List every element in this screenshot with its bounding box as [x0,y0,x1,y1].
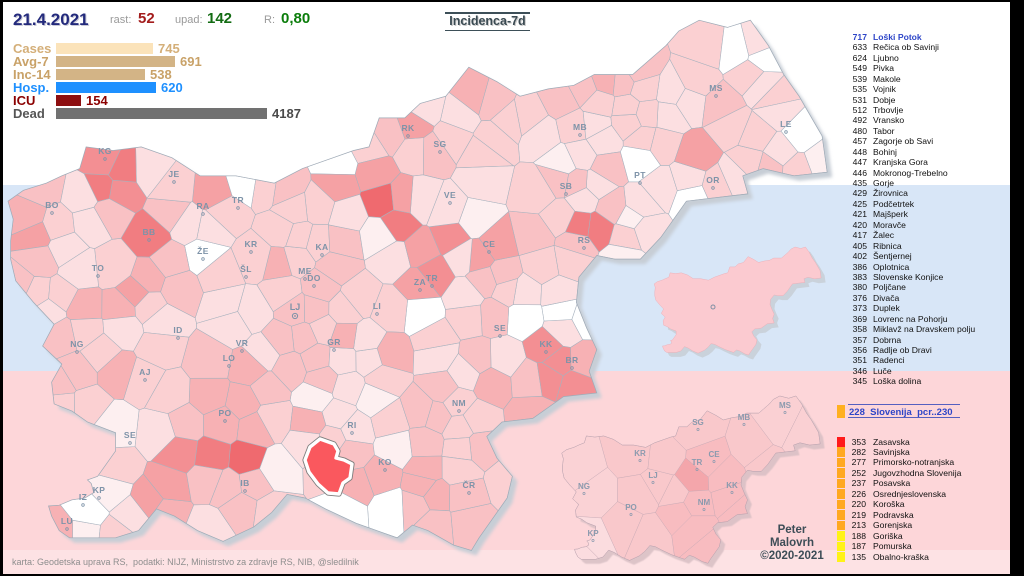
svg-text:ŠL: ŠL [240,263,252,274]
svg-text:ŽE: ŽE [197,245,209,256]
svg-text:PO: PO [218,408,231,418]
svg-text:PO: PO [625,503,637,512]
svg-text:PT: PT [634,170,646,180]
svg-text:ID: ID [173,325,182,335]
svg-text:TO: TO [92,263,104,273]
svg-text:MB: MB [573,122,587,132]
svg-text:KP: KP [93,485,106,495]
svg-text:BB: BB [142,227,155,237]
svg-text:SG: SG [433,139,446,149]
svg-text:CE: CE [708,450,720,459]
svg-text:KP: KP [587,529,599,538]
svg-text:LJ: LJ [290,302,301,312]
svg-text:RI: RI [347,420,356,430]
svg-text:VE: VE [444,190,456,200]
svg-text:JE: JE [168,169,179,179]
svg-text:KR: KR [634,449,646,458]
svg-text:ME: ME [298,266,312,276]
svg-text:SB: SB [560,181,573,191]
svg-text:KO: KO [378,457,392,467]
svg-text:TR: TR [426,273,438,283]
svg-text:KR: KR [244,239,257,249]
svg-text:MS: MS [709,83,723,93]
svg-text:SE: SE [124,430,136,440]
svg-text:NG: NG [70,339,84,349]
svg-text:CE: CE [483,239,496,249]
svg-text:TR: TR [692,458,703,467]
svg-text:LJ: LJ [648,471,657,480]
svg-text:NG: NG [578,482,590,491]
svg-text:BO: BO [45,200,59,210]
svg-text:SG: SG [692,418,704,427]
svg-text:DO: DO [307,273,321,283]
svg-text:AJ: AJ [139,367,151,377]
svg-text:IB: IB [240,478,249,488]
svg-text:KG: KG [98,146,112,156]
svg-text:RS: RS [578,235,591,245]
svg-text:LI: LI [373,301,381,311]
svg-text:MS: MS [779,401,792,410]
svg-text:IZ: IZ [79,492,87,502]
svg-text:KA: KA [315,242,328,252]
svg-text:GR: GR [327,337,341,347]
svg-text:OR: OR [706,175,720,185]
svg-text:LU: LU [61,516,73,526]
svg-text:TR: TR [232,195,244,205]
svg-text:BR: BR [565,355,578,365]
svg-text:LO: LO [223,353,236,363]
svg-text:ČR: ČR [462,479,475,490]
svg-text:RA: RA [196,201,209,211]
svg-text:ZA: ZA [414,277,426,287]
svg-text:KK: KK [726,481,738,490]
svg-text:RK: RK [401,123,415,133]
svg-text:MB: MB [738,413,751,422]
svg-text:VR: VR [236,338,249,348]
svg-text:KK: KK [539,339,553,349]
svg-text:NM: NM [452,398,466,408]
svg-text:NM: NM [698,498,711,507]
svg-text:LE: LE [780,119,792,129]
svg-text:SE: SE [494,323,506,333]
